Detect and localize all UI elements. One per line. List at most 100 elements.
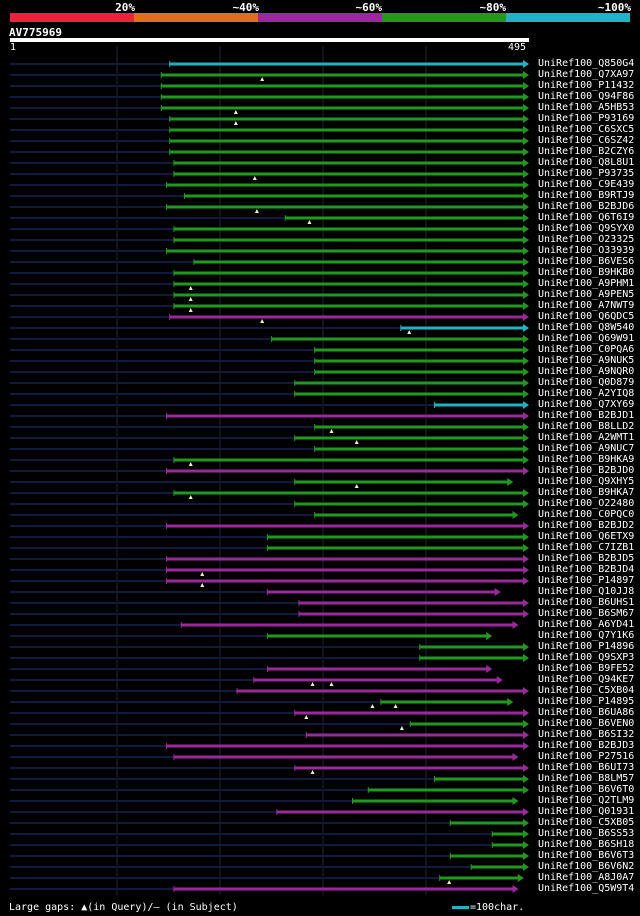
hit-label[interactable]: UniRef100_A9NQR0 bbox=[538, 366, 635, 377]
hit-label[interactable]: UniRef100_Q69W91 bbox=[538, 333, 635, 344]
hit-label[interactable]: UniRef100_B2BJD1 bbox=[538, 410, 635, 421]
hit-label[interactable]: UniRef100_C0PQA6 bbox=[538, 344, 635, 355]
hit-label[interactable]: UniRef100_B9FE52 bbox=[538, 663, 635, 674]
hit-label[interactable]: UniRef100_B6VES6 bbox=[538, 256, 635, 267]
hit-label[interactable]: UniRef100_Q5W9T4 bbox=[538, 883, 635, 894]
hit-end-arrow bbox=[523, 115, 529, 123]
hit-label[interactable]: UniRef100_B2BJD0 bbox=[538, 465, 635, 476]
hit-label[interactable]: UniRef100_P14895 bbox=[538, 696, 635, 707]
hit-label[interactable]: UniRef100_C0PQC0 bbox=[538, 509, 635, 520]
hit-label[interactable]: UniRef100_Q2TLM9 bbox=[538, 795, 635, 806]
hit-end-arrow bbox=[523, 500, 529, 508]
hit-label[interactable]: UniRef100_B9HKA7 bbox=[538, 487, 635, 498]
hit-label[interactable]: UniRef100_C5XB04 bbox=[538, 685, 635, 696]
hit-label[interactable]: UniRef100_A9PEN5 bbox=[538, 289, 635, 300]
identity-band-cyan bbox=[506, 13, 630, 22]
hit-label[interactable]: UniRef100_A8J0A7 bbox=[538, 872, 635, 883]
hit-label[interactable]: UniRef100_B6UA86 bbox=[538, 707, 635, 718]
hit-label[interactable]: UniRef100_Q8L8U1 bbox=[538, 157, 635, 168]
hit-end-arrow bbox=[523, 258, 529, 266]
hit-end-arrow bbox=[523, 819, 529, 827]
hit-label[interactable]: UniRef100_B6SI32 bbox=[538, 729, 635, 740]
hit-label[interactable]: UniRef100_P27516 bbox=[538, 751, 635, 762]
hit-label[interactable]: UniRef100_Q10JJ8 bbox=[538, 586, 635, 597]
hit-label[interactable]: UniRef100_B6UI73 bbox=[538, 762, 635, 773]
hit-label[interactable]: UniRef100_Q0D879 bbox=[538, 377, 635, 388]
hit-label[interactable]: UniRef100_A5HB53 bbox=[538, 102, 635, 113]
hit-label[interactable]: UniRef100_B6V6T3 bbox=[538, 850, 635, 861]
hit-label[interactable]: UniRef100_B2BJD2 bbox=[538, 520, 635, 531]
scale-label-20: 20% bbox=[115, 1, 135, 14]
legend-scale-bar bbox=[452, 906, 469, 909]
hit-label[interactable]: UniRef100_Q7XY69 bbox=[538, 399, 635, 410]
hit-label[interactable]: UniRef100_O33939 bbox=[538, 245, 635, 256]
hit-label[interactable]: UniRef100_Q9SYX0 bbox=[538, 223, 635, 234]
hit-label[interactable]: UniRef100_B6SS53 bbox=[538, 828, 635, 839]
hit-label[interactable]: UniRef100_C7IZB1 bbox=[538, 542, 635, 553]
hit-label[interactable]: UniRef100_Q01931 bbox=[538, 806, 635, 817]
hit-label[interactable]: UniRef100_Q94KE7 bbox=[538, 674, 635, 685]
hit-end-arrow bbox=[523, 368, 529, 376]
hit-label[interactable]: UniRef100_A2YIQ8 bbox=[538, 388, 635, 399]
hit-label[interactable]: UniRef100_A2WMT1 bbox=[538, 432, 635, 443]
hit-end-arrow bbox=[523, 863, 529, 871]
hit-label[interactable]: UniRef100_B6UHS1 bbox=[538, 597, 635, 608]
hit-label[interactable]: UniRef100_P11432 bbox=[538, 80, 635, 91]
hit-label[interactable]: UniRef100_Q7XA97 bbox=[538, 69, 635, 80]
hit-label[interactable]: UniRef100_B6VEN0 bbox=[538, 718, 635, 729]
hit-label[interactable]: UniRef100_A6YD41 bbox=[538, 619, 635, 630]
hit-label[interactable]: UniRef100_B2CZY6 bbox=[538, 146, 635, 157]
hit-end-arrow bbox=[523, 434, 529, 442]
hit-label[interactable]: UniRef100_Q6ETX9 bbox=[538, 531, 635, 542]
hit-label[interactable]: UniRef100_C9E439 bbox=[538, 179, 635, 190]
hit-label[interactable]: UniRef100_B2BJD5 bbox=[538, 553, 635, 564]
hit-label[interactable]: UniRef100_A9PHM1 bbox=[538, 278, 635, 289]
hit-label[interactable]: UniRef100_A7NWT9 bbox=[538, 300, 635, 311]
hit-label[interactable]: UniRef100_B2BJD6 bbox=[538, 201, 635, 212]
hit-end-arrow bbox=[523, 302, 529, 310]
hit-label[interactable]: UniRef100_B6SM67 bbox=[538, 608, 635, 619]
hit-label[interactable]: UniRef100_Q6T6I9 bbox=[538, 212, 635, 223]
hit-end-arrow bbox=[523, 775, 529, 783]
scale-label-100: ~100% bbox=[597, 1, 631, 14]
hit-label[interactable]: UniRef100_Q9SXP3 bbox=[538, 652, 635, 663]
hit-end-arrow bbox=[517, 874, 524, 882]
hit-label[interactable]: UniRef100_B6SH18 bbox=[538, 839, 635, 850]
query-gap-marker bbox=[260, 319, 265, 323]
hit-label[interactable]: UniRef100_B2BJD4 bbox=[538, 564, 635, 575]
query-gap-marker bbox=[329, 682, 334, 686]
hit-label[interactable]: UniRef100_B9HKA9 bbox=[538, 454, 635, 465]
hit-label[interactable]: UniRef100_C5XB05 bbox=[538, 817, 635, 828]
hit-label[interactable]: UniRef100_Q94F86 bbox=[538, 91, 635, 102]
hit-label[interactable]: UniRef100_P14897 bbox=[538, 575, 635, 586]
hit-label[interactable]: UniRef100_B8LLD2 bbox=[538, 421, 635, 432]
hit-label[interactable]: UniRef100_B2BJD3 bbox=[538, 740, 635, 751]
hit-label[interactable]: UniRef100_A9NUC7 bbox=[538, 443, 635, 454]
query-gap-marker bbox=[260, 77, 265, 81]
hit-label[interactable]: UniRef100_O23325 bbox=[538, 234, 635, 245]
hit-label[interactable]: UniRef100_B9RTJ9 bbox=[538, 190, 635, 201]
hit-label[interactable]: UniRef100_Q9XHY5 bbox=[538, 476, 635, 487]
hit-label[interactable]: UniRef100_C6SZ42 bbox=[538, 135, 635, 146]
hit-label[interactable]: UniRef100_B6V6N2 bbox=[538, 861, 635, 872]
hit-end-arrow bbox=[523, 786, 529, 794]
query-gap-marker bbox=[188, 286, 193, 290]
hit-label[interactable]: UniRef100_B8LM57 bbox=[538, 773, 635, 784]
ruler-end-label: 495 bbox=[508, 42, 527, 53]
hit-label[interactable]: UniRef100_B6V6T0 bbox=[538, 784, 635, 795]
hit-end-arrow bbox=[523, 654, 529, 662]
hit-label[interactable]: UniRef100_Q7Y1K6 bbox=[538, 630, 635, 641]
hit-end-arrow bbox=[523, 830, 529, 838]
hit-label[interactable]: UniRef100_P14896 bbox=[538, 641, 635, 652]
hit-label[interactable]: UniRef100_C6SXC5 bbox=[538, 124, 635, 135]
query-gap-marker bbox=[407, 330, 412, 334]
hit-end-arrow bbox=[523, 170, 529, 178]
hit-label[interactable]: UniRef100_B9HKB0 bbox=[538, 267, 635, 278]
hit-label[interactable]: UniRef100_P93735 bbox=[538, 168, 635, 179]
hit-label[interactable]: UniRef100_Q850G4 bbox=[538, 58, 635, 69]
hit-label[interactable]: UniRef100_Q8W540 bbox=[538, 322, 635, 333]
hit-label[interactable]: UniRef100_Q6QDC5 bbox=[538, 311, 635, 322]
hit-label[interactable]: UniRef100_P93169 bbox=[538, 113, 635, 124]
hit-label[interactable]: UniRef100_O22480 bbox=[538, 498, 635, 509]
hit-label[interactable]: UniRef100_A9NUK5 bbox=[538, 355, 635, 366]
